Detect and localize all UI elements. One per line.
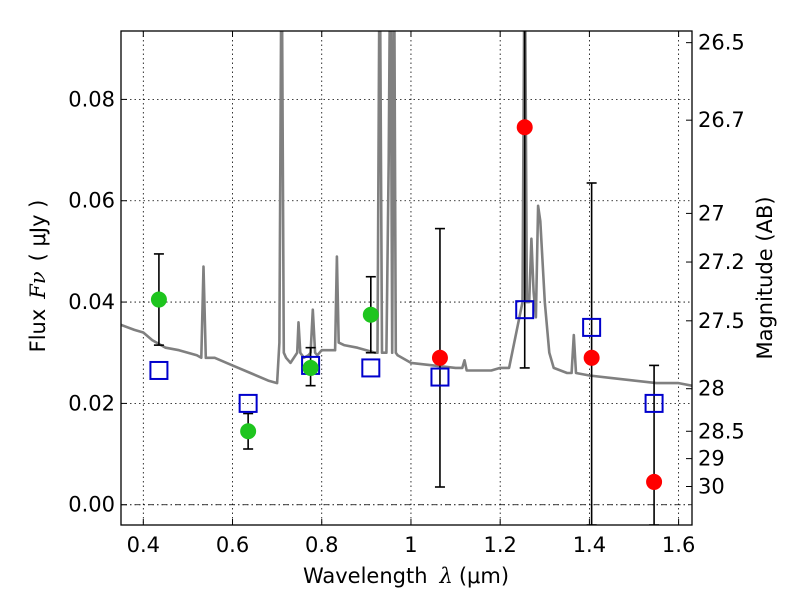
y2-tick-label: 27.2 [698, 250, 745, 274]
y-tick-label: 0.02 [68, 391, 115, 415]
y-axis-label: Flux [26, 309, 50, 353]
y-tick-label: 0.04 [68, 290, 115, 314]
x-tick-label: 0.4 [127, 533, 160, 557]
model-flux-square [582, 317, 602, 337]
x-axis-label: Wavelength [303, 564, 428, 588]
x-tick-label: 1.4 [573, 533, 606, 557]
x-axis-symbol: λ [439, 564, 453, 588]
x-tick-label: 0.6 [216, 533, 249, 557]
y-tick-label: 0.06 [68, 189, 115, 213]
y2-tick-label: 28 [698, 377, 725, 401]
x-tick-label: 1.2 [483, 533, 516, 557]
y2-tick-label: 26.7 [698, 108, 745, 132]
series-layer [121, 31, 692, 525]
observed-flux-point [583, 349, 600, 366]
observed-flux-point [431, 349, 448, 366]
y2-tick-label: 26.5 [698, 31, 745, 55]
axis-ticks [121, 31, 692, 525]
y-axis-title: Flux Fν ( μJy ) [26, 200, 50, 353]
y2-axis-title: Magnitude (AB) [753, 196, 777, 359]
y2-tick-label: 27 [698, 201, 725, 225]
model-spectrum-line [121, 31, 692, 387]
x-axis-unit: (μm) [459, 564, 509, 588]
y2-tick-label: 27.5 [698, 309, 745, 333]
x-tick-label: 1 [404, 533, 417, 557]
y2-tick-label: 30 [698, 474, 725, 498]
y-axis-symbol: Fν [26, 271, 50, 300]
model-flux-square [149, 360, 169, 380]
plot-frame [120, 30, 693, 526]
observed-flux-point [516, 119, 533, 136]
model-flux-square [361, 358, 381, 378]
y2-tick-label: 28.5 [698, 419, 745, 443]
model-flux-square [515, 300, 535, 320]
observed-flux-point [302, 359, 319, 376]
observed-flux-point [362, 306, 379, 323]
y-axis-unit: ( μJy ) [26, 200, 50, 262]
plot-background [121, 31, 692, 525]
x-tick-label: 0.8 [305, 533, 338, 557]
x-tick-label: 1.6 [662, 533, 695, 557]
x-axis-title: Wavelength λ (μm) [303, 564, 509, 588]
y2-tick-label: 29 [698, 447, 725, 471]
y-tick-label: 0.00 [68, 493, 115, 517]
model-flux-square [238, 393, 258, 413]
y-tick-label: 0.08 [68, 87, 115, 111]
observed-flux-point [646, 473, 663, 490]
observed-flux-point [150, 291, 167, 308]
model-flux-square [644, 393, 664, 413]
observed-flux-point [240, 423, 257, 440]
model-flux-square [430, 367, 450, 387]
